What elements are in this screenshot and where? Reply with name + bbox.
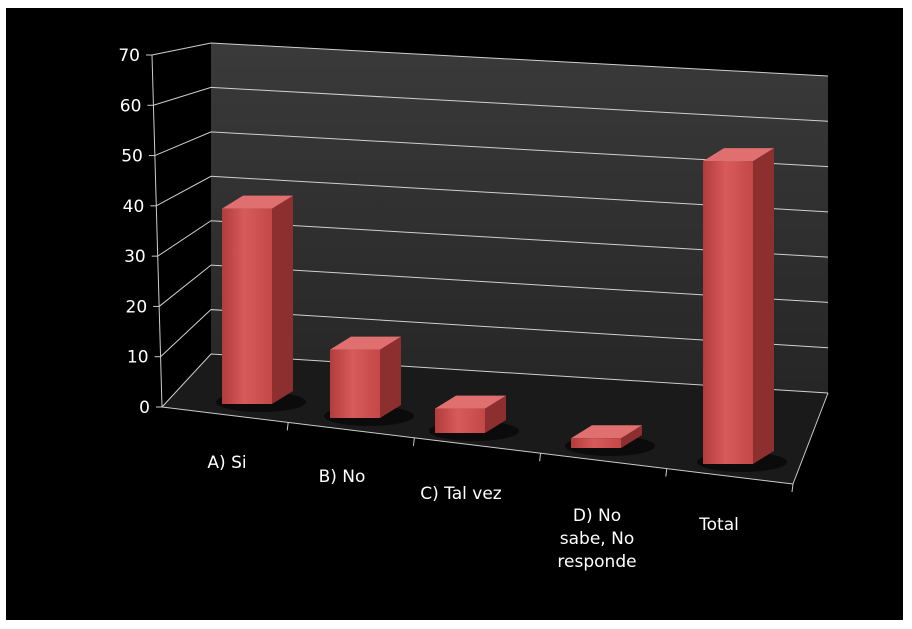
- gridline: [160, 309, 829, 358]
- y-tick-label: 0: [139, 398, 150, 418]
- x-tick-label: A) Si: [207, 453, 246, 473]
- bar: [435, 408, 485, 433]
- y-tick-label: 40: [123, 197, 145, 217]
- bar-side: [380, 336, 401, 418]
- gridline: [158, 264, 829, 307]
- y-tick-labels: 0 10 20 30 40 50 60 70: [118, 46, 150, 418]
- chart-frame: 0 10 20 30 40 50 60 70 A) Si B) No C) Tal vez D) N…: [6, 8, 903, 620]
- x-tick-mark: [791, 483, 794, 493]
- bar-top: [435, 395, 506, 409]
- x-tick-label: D) No sabe, No responde: [557, 506, 636, 572]
- gridline: [156, 175, 829, 213]
- gridline: [157, 220, 829, 258]
- x-tick-mark: [665, 468, 668, 477]
- y-tick-label: 10: [127, 348, 149, 368]
- bar-top: [330, 336, 401, 350]
- x-tick-mark: [412, 437, 415, 446]
- gridline: [153, 86, 829, 122]
- bar-chart: 0 10 20 30 40 50 60 70 A) Si B) No C) Tal vez D) N…: [118, 42, 829, 572]
- y-tick-label: 50: [121, 147, 143, 167]
- bar-side: [272, 195, 293, 404]
- bar-top: [703, 148, 774, 162]
- y-tick-label: 70: [118, 46, 140, 66]
- bar: [571, 438, 621, 448]
- bar-side: [485, 395, 506, 433]
- bars: [222, 148, 774, 465]
- y-axis-line: [151, 54, 163, 408]
- x-tick-labels: A) Si B) No C) Tal vez D) No sabe, No respond…: [207, 453, 738, 572]
- bar: [703, 161, 753, 465]
- back-wall: [211, 43, 828, 393]
- bar-side: [621, 425, 642, 448]
- x-tick-mark: [286, 422, 289, 431]
- axes: [146, 54, 829, 493]
- bar-top: [222, 195, 293, 209]
- x-tick-label: C) Tal vez: [420, 484, 502, 504]
- bar-side: [753, 148, 774, 465]
- gridlines: [151, 42, 829, 408]
- bar: [222, 208, 272, 404]
- x-tick-label: Total: [698, 515, 739, 535]
- x-tick-mark: [539, 453, 542, 462]
- x-axis-line: [161, 406, 794, 485]
- bar-top: [571, 425, 642, 439]
- gridline: [151, 42, 829, 77]
- y-tick-label: 60: [120, 96, 142, 116]
- gridline: [154, 131, 829, 168]
- bar: [330, 349, 380, 418]
- y-tick-label: 20: [126, 297, 148, 317]
- floor-right-edge: [792, 392, 829, 485]
- x-tick-label: B) No: [319, 467, 366, 487]
- gridline: [161, 353, 829, 408]
- y-tick-label: 30: [124, 247, 146, 267]
